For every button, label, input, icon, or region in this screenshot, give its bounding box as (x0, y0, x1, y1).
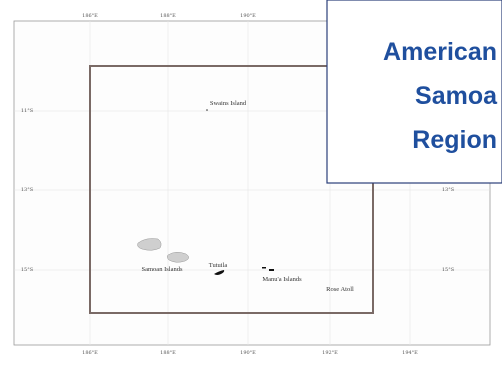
region-boundary (89, 65, 374, 314)
lon-label: 190°E (240, 13, 256, 19)
lon-label: 186°E (82, 13, 98, 19)
title-line: Samoa (415, 82, 498, 110)
title-box (326, 0, 502, 184)
title-line: American (383, 38, 497, 66)
islands (137, 109, 274, 275)
lon-label: 190°E (240, 350, 256, 356)
lon-label: 192°E (322, 350, 338, 356)
lon-label: 194°E (402, 350, 418, 356)
place-label: Tutuila (209, 262, 228, 269)
lat-label: 13°S (442, 187, 455, 193)
place-label: Manu'a Islands (262, 276, 302, 283)
place-label: Swains Island (210, 100, 247, 107)
lon-label: 186°E (82, 350, 98, 356)
lat-label: 13°S (21, 187, 34, 193)
lat-label: 15°S (442, 267, 455, 273)
lon-label: 188°E (160, 350, 176, 356)
lat-label: 15°S (21, 267, 34, 273)
place-label: Rose Atoll (326, 286, 354, 293)
place-label: Samoan Islands (142, 266, 183, 273)
title-line: Region (412, 126, 497, 154)
lat-label: 11°S (21, 108, 34, 114)
lon-label: 188°E (160, 13, 176, 19)
